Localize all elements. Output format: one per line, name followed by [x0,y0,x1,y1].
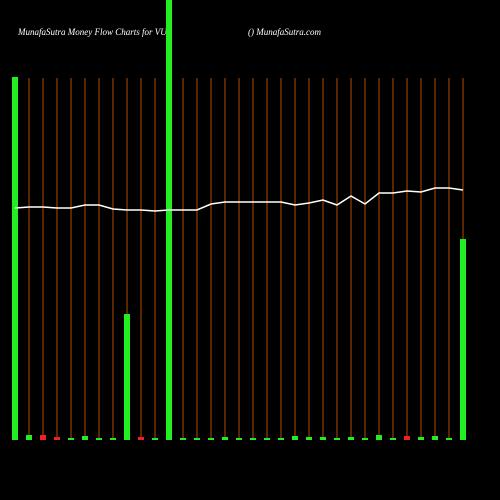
bar [124,314,130,440]
bar [82,436,88,440]
bar [264,438,270,440]
bar [96,438,102,440]
bar [138,437,144,440]
bar [320,437,326,440]
bar [334,438,340,440]
bar [250,438,256,440]
bar [40,435,46,440]
bar [68,438,74,440]
bar [236,438,242,440]
bar [446,438,452,440]
bar [152,438,158,440]
bar [292,436,298,440]
bar [376,435,382,440]
chart-title: MunafaSutra Money Flow Charts for VUS [17,27,172,37]
bar [306,437,312,440]
bar [54,437,60,440]
bar [180,438,186,440]
bar [390,438,396,440]
bar [278,438,284,440]
bar [348,437,354,440]
bar [222,437,228,440]
bar [26,435,32,440]
bar [404,436,410,440]
bar [418,437,424,440]
chart-subtitle: () MunafaSutra.com [248,27,321,37]
money-flow-line [14,187,464,212]
bar [460,239,466,440]
bar [432,436,438,440]
bar [12,77,18,440]
bar [362,438,368,440]
bar [208,438,214,440]
bar [110,438,116,440]
bar [166,0,172,440]
bar [194,438,200,440]
